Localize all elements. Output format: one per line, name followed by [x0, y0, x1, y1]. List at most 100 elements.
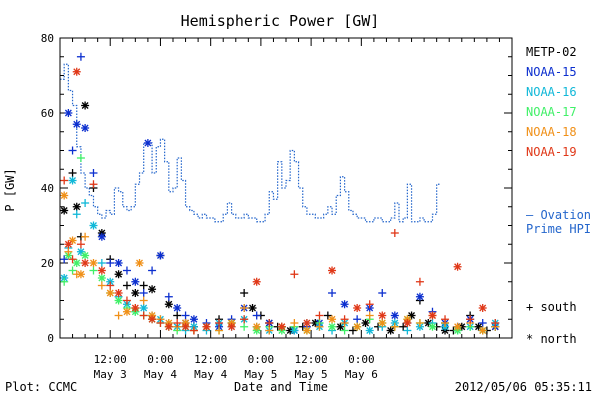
point-noaa-18-south — [265, 326, 274, 335]
data-points — [60, 52, 500, 335]
x-tick-sublabel: May 3 — [94, 368, 127, 381]
y-axis-ticks: 0 20 40 60 80 — [41, 32, 512, 345]
point-noaa-19-south — [340, 315, 349, 324]
point-noaa-19-north — [252, 277, 261, 286]
point-noaa-19-south — [60, 176, 69, 185]
ovation-line — [60, 63, 441, 223]
point-noaa-16-north — [139, 304, 148, 312]
point-noaa-18-north — [302, 326, 311, 335]
x-tick-label: 12:00 — [194, 353, 227, 366]
point-noaa-18-north — [122, 307, 131, 316]
point-noaa-15-north — [189, 315, 198, 324]
point-noaa-19-north — [164, 322, 173, 331]
point-metp-02-north — [114, 270, 123, 279]
point-metp-02-south — [68, 169, 77, 177]
point-noaa-15-south — [252, 311, 261, 320]
y-tick-label: 0 — [47, 332, 54, 345]
point-noaa-15-south — [139, 289, 148, 297]
point-noaa-18-south — [81, 232, 90, 241]
point-noaa-15-north — [390, 311, 399, 320]
point-noaa-19-south — [215, 319, 224, 327]
point-noaa-17-north — [81, 251, 90, 260]
point-noaa-17-north — [97, 274, 106, 282]
point-noaa-19-south — [68, 255, 77, 264]
point-noaa-19-north — [453, 262, 462, 271]
x-axis-label: Date and Time — [234, 380, 328, 394]
point-metp-02-north — [72, 202, 81, 211]
point-metp-02-north — [131, 289, 140, 297]
point-noaa-15-south — [378, 289, 387, 297]
ovation-label-line2: Prime HPI — [526, 222, 591, 236]
point-noaa-19-north — [114, 289, 123, 297]
point-noaa-16-south — [97, 259, 106, 267]
point-noaa-17-north — [328, 322, 337, 331]
point-noaa-18-north — [60, 191, 69, 200]
legend-noaa-16: NOAA-16 — [526, 85, 577, 99]
point-noaa-19-south — [122, 296, 131, 305]
point-noaa-19-south — [156, 319, 165, 327]
legend-metp-02: METP-02 — [526, 45, 577, 59]
point-noaa-15-south — [76, 52, 85, 61]
legend-noaa-17: NOAA-17 — [526, 105, 577, 119]
point-noaa-15-north — [173, 304, 182, 312]
point-noaa-17-north — [114, 296, 123, 305]
x-tick-label: 0:00 — [348, 353, 375, 366]
point-metp-02-south — [173, 311, 182, 320]
point-noaa-19-north — [378, 311, 387, 320]
point-noaa-17-south — [340, 326, 349, 335]
point-metp-02-north — [81, 101, 90, 110]
point-noaa-15-south — [328, 289, 337, 297]
point-noaa-19-north — [72, 67, 81, 76]
x-tick-sublabel: May 5 — [295, 368, 328, 381]
footer-left: Plot: CCMC — [5, 380, 77, 394]
point-noaa-15-north — [131, 277, 140, 286]
y-tick-label: 60 — [41, 107, 54, 120]
point-noaa-19-north — [148, 315, 157, 324]
point-noaa-18-south — [139, 296, 148, 305]
point-noaa-18-south — [365, 311, 374, 320]
point-noaa-19-south — [89, 180, 98, 189]
point-noaa-15-south — [353, 315, 362, 324]
point-noaa-19-south — [106, 281, 115, 290]
point-noaa-19-north — [478, 304, 487, 312]
point-noaa-19-north — [227, 322, 236, 331]
point-noaa-17-south — [60, 277, 69, 286]
y-tick-label: 80 — [41, 32, 54, 45]
legend-noaa-18: NOAA-18 — [526, 125, 577, 139]
point-noaa-18-north — [453, 322, 462, 331]
x-tick-label: 12:00 — [295, 353, 328, 366]
south-marker-legend: + south — [526, 300, 577, 314]
point-metp-02-south — [323, 311, 332, 320]
point-metp-02-south — [240, 289, 249, 297]
point-metp-02-north — [164, 300, 173, 309]
point-noaa-16-south — [72, 210, 81, 219]
point-noaa-16-north — [68, 176, 77, 185]
x-tick-sublabel: May 4 — [194, 368, 227, 381]
point-noaa-18-south — [240, 304, 249, 312]
point-metp-02-south — [348, 326, 357, 335]
point-metp-02-north — [386, 326, 395, 335]
point-noaa-15-north — [72, 120, 81, 129]
point-noaa-15-north — [143, 139, 152, 147]
point-noaa-17-south — [89, 266, 98, 275]
point-noaa-15-south — [60, 255, 69, 264]
point-noaa-19-south — [173, 319, 182, 327]
point-noaa-15-north — [64, 109, 73, 117]
x-tick-label: 0:00 — [248, 353, 275, 366]
point-noaa-19-south — [240, 315, 249, 324]
point-noaa-18-north — [328, 315, 337, 324]
point-noaa-15-north — [340, 300, 349, 309]
legend: METP-02 NOAA-15 NOAA-16 NOAA-17 NOAA-18 NOAA-… — [526, 45, 577, 159]
point-noaa-19-north — [428, 311, 437, 320]
point-noaa-15-south — [164, 292, 173, 301]
point-noaa-18-north — [478, 326, 487, 335]
point-noaa-18-south — [97, 281, 106, 290]
y-tick-label: 20 — [41, 257, 54, 270]
point-metp-02-south — [122, 281, 131, 290]
point-noaa-17-south — [76, 154, 85, 162]
y-tick-label: 40 — [41, 182, 54, 195]
ovation-label-line1: — Ovation — [526, 208, 591, 222]
point-noaa-17-south — [68, 266, 77, 275]
point-metp-02-north — [248, 304, 257, 312]
